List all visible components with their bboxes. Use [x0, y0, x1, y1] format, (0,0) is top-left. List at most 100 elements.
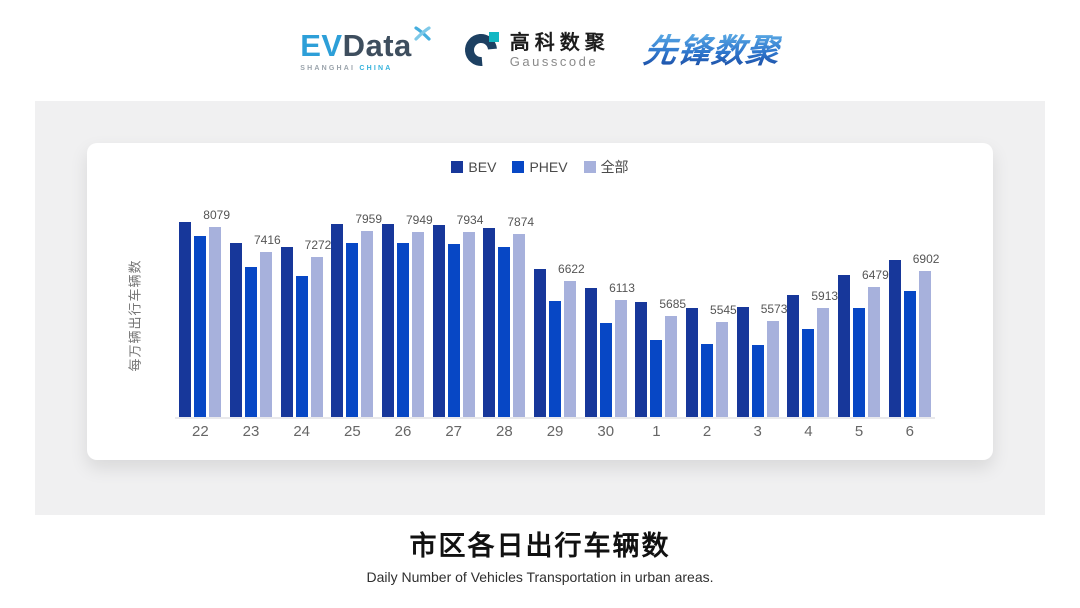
x-axis-tick: 28 [496, 423, 513, 440]
bar-group: 8079 [175, 208, 230, 417]
bar-phev [447, 244, 460, 417]
gausscode-text: 高科数聚 Gausscode [510, 32, 610, 69]
bar-phev [751, 345, 764, 417]
bar-bev [888, 259, 901, 417]
bar-bev [635, 301, 648, 417]
bar-phev [650, 339, 663, 417]
gausscode-g-icon [458, 27, 504, 74]
plot-area: 8079 7416 7272 7959 7949 7934 7874 6622 6113 5685… [175, 208, 939, 419]
bar-all: 7934 [457, 213, 483, 417]
bar-all: 6622 [558, 262, 585, 417]
bar-all: 7272 [305, 238, 331, 417]
bar-bev [280, 246, 293, 417]
data-label: 5685 [659, 297, 687, 312]
bar-all: 7416 [254, 233, 281, 417]
data-label: 5573 [760, 301, 788, 316]
bar-group: 6113 [580, 211, 635, 417]
x-axis-tick: 23 [242, 423, 260, 440]
x-axis-tick: 26 [394, 423, 412, 440]
bar-bev [736, 306, 749, 417]
bar-all: 6479 [862, 268, 889, 417]
evdata-wordmark: EV Data [300, 25, 431, 63]
bar-bev [230, 242, 242, 417]
bar-all: 5685 [659, 297, 686, 417]
y-axis-label: 每万辆出行车辆数 [127, 258, 143, 372]
data-label: 5913 [811, 288, 839, 303]
bar-bev [179, 221, 192, 417]
data-label: 7416 [253, 232, 281, 247]
gausscode-en-text: Gausscode [509, 53, 599, 69]
bar-bev [432, 224, 445, 417]
data-label: 6479 [862, 267, 889, 282]
bar-group: 5913 [783, 211, 838, 417]
evdata-china-text: CHINA [359, 64, 393, 72]
bar-all: 6113 [609, 281, 635, 417]
data-label: 7874 [507, 215, 535, 230]
legend-item-all[interactable]: 全部 [583, 157, 629, 177]
bar-group: 6902 [884, 211, 939, 417]
logo-xianfeng: 先锋数聚 [641, 32, 783, 69]
bar-phev [346, 242, 359, 417]
data-label: 6622 [558, 262, 585, 277]
x-axis-tick: 27 [445, 423, 463, 440]
legend-swatch-bev [451, 161, 464, 173]
evdata-leaf-x-icon [414, 25, 431, 45]
data-label: 5545 [710, 302, 737, 317]
bar-phev [802, 328, 815, 417]
bar-bev [787, 294, 800, 417]
bar-group: 5545 [682, 211, 737, 417]
evdata-subtitle: SHANGHAI CHINA [300, 65, 392, 72]
x-axis-tick: 29 [546, 423, 564, 440]
data-label: 7959 [355, 212, 383, 227]
legend: BEV PHEV 全部 [87, 157, 993, 177]
bar-group: 7959 [327, 211, 382, 417]
bar-group: 7949 [378, 211, 433, 417]
legend-swatch-phev [512, 161, 525, 173]
x-axis-tick: 30 [597, 423, 615, 440]
bar-phev [498, 246, 511, 417]
bar-all: 7949 [406, 213, 433, 417]
chart-card: BEV PHEV 全部 每万辆出行车辆数 8079 7416 7272 7959 7949 7… [87, 143, 993, 460]
gausscode-cn-text: 高科数聚 [509, 31, 610, 54]
evdata-data-text: Data [342, 27, 412, 63]
bar-bev [483, 228, 496, 417]
bar-group: 7934 [428, 211, 483, 417]
x-axis-tick: 25 [344, 423, 361, 440]
bar-phev [599, 322, 612, 417]
data-label: 6113 [609, 281, 635, 296]
bar-phev [853, 307, 866, 417]
bar-all: 7874 [507, 215, 534, 417]
x-axis-tick: 1 [652, 423, 661, 440]
chart-subtitle: Daily Number of Vehicles Transportation … [366, 569, 714, 585]
bar-phev [549, 300, 562, 417]
bar-all: 7959 [355, 212, 382, 417]
bar-group: 7272 [276, 211, 331, 417]
bar-all: 5573 [761, 302, 787, 417]
legend-label-phev: PHEV [529, 159, 568, 175]
caption: 市区各日出行车辆数 Daily Number of Vehicles Trans… [0, 524, 1080, 585]
bar-phev [397, 243, 410, 417]
legend-swatch-all [583, 161, 596, 173]
bar-all: 8079 [203, 208, 230, 417]
legend-item-bev[interactable]: BEV [451, 157, 496, 177]
bar-group: 6479 [834, 211, 889, 417]
evdata-shanghai-text: SHANGHAI [300, 64, 356, 72]
bar-group: 7874 [479, 211, 534, 417]
chart-panel: BEV PHEV 全部 每万辆出行车辆数 8079 7416 7272 7959 7949 7… [35, 101, 1045, 515]
x-axis-tick: 22 [191, 423, 209, 440]
bar-phev [701, 344, 714, 417]
logo-gausscode: 高科数聚 Gausscode [458, 27, 610, 74]
header: EV Data SHANGHAI CHINA 高科数聚 [0, 0, 1080, 101]
data-label: 7934 [456, 213, 484, 228]
bar-group: 7416 [226, 211, 281, 417]
bar-bev [686, 307, 699, 417]
x-axis-tick: 6 [905, 423, 914, 440]
data-label: 8079 [203, 207, 231, 222]
bar-bev [838, 275, 851, 417]
bar-phev [245, 267, 257, 417]
legend-item-phev[interactable]: PHEV [512, 157, 568, 177]
data-label: 7949 [405, 212, 433, 227]
bar-bev [382, 223, 395, 417]
bar-bev [584, 287, 597, 417]
